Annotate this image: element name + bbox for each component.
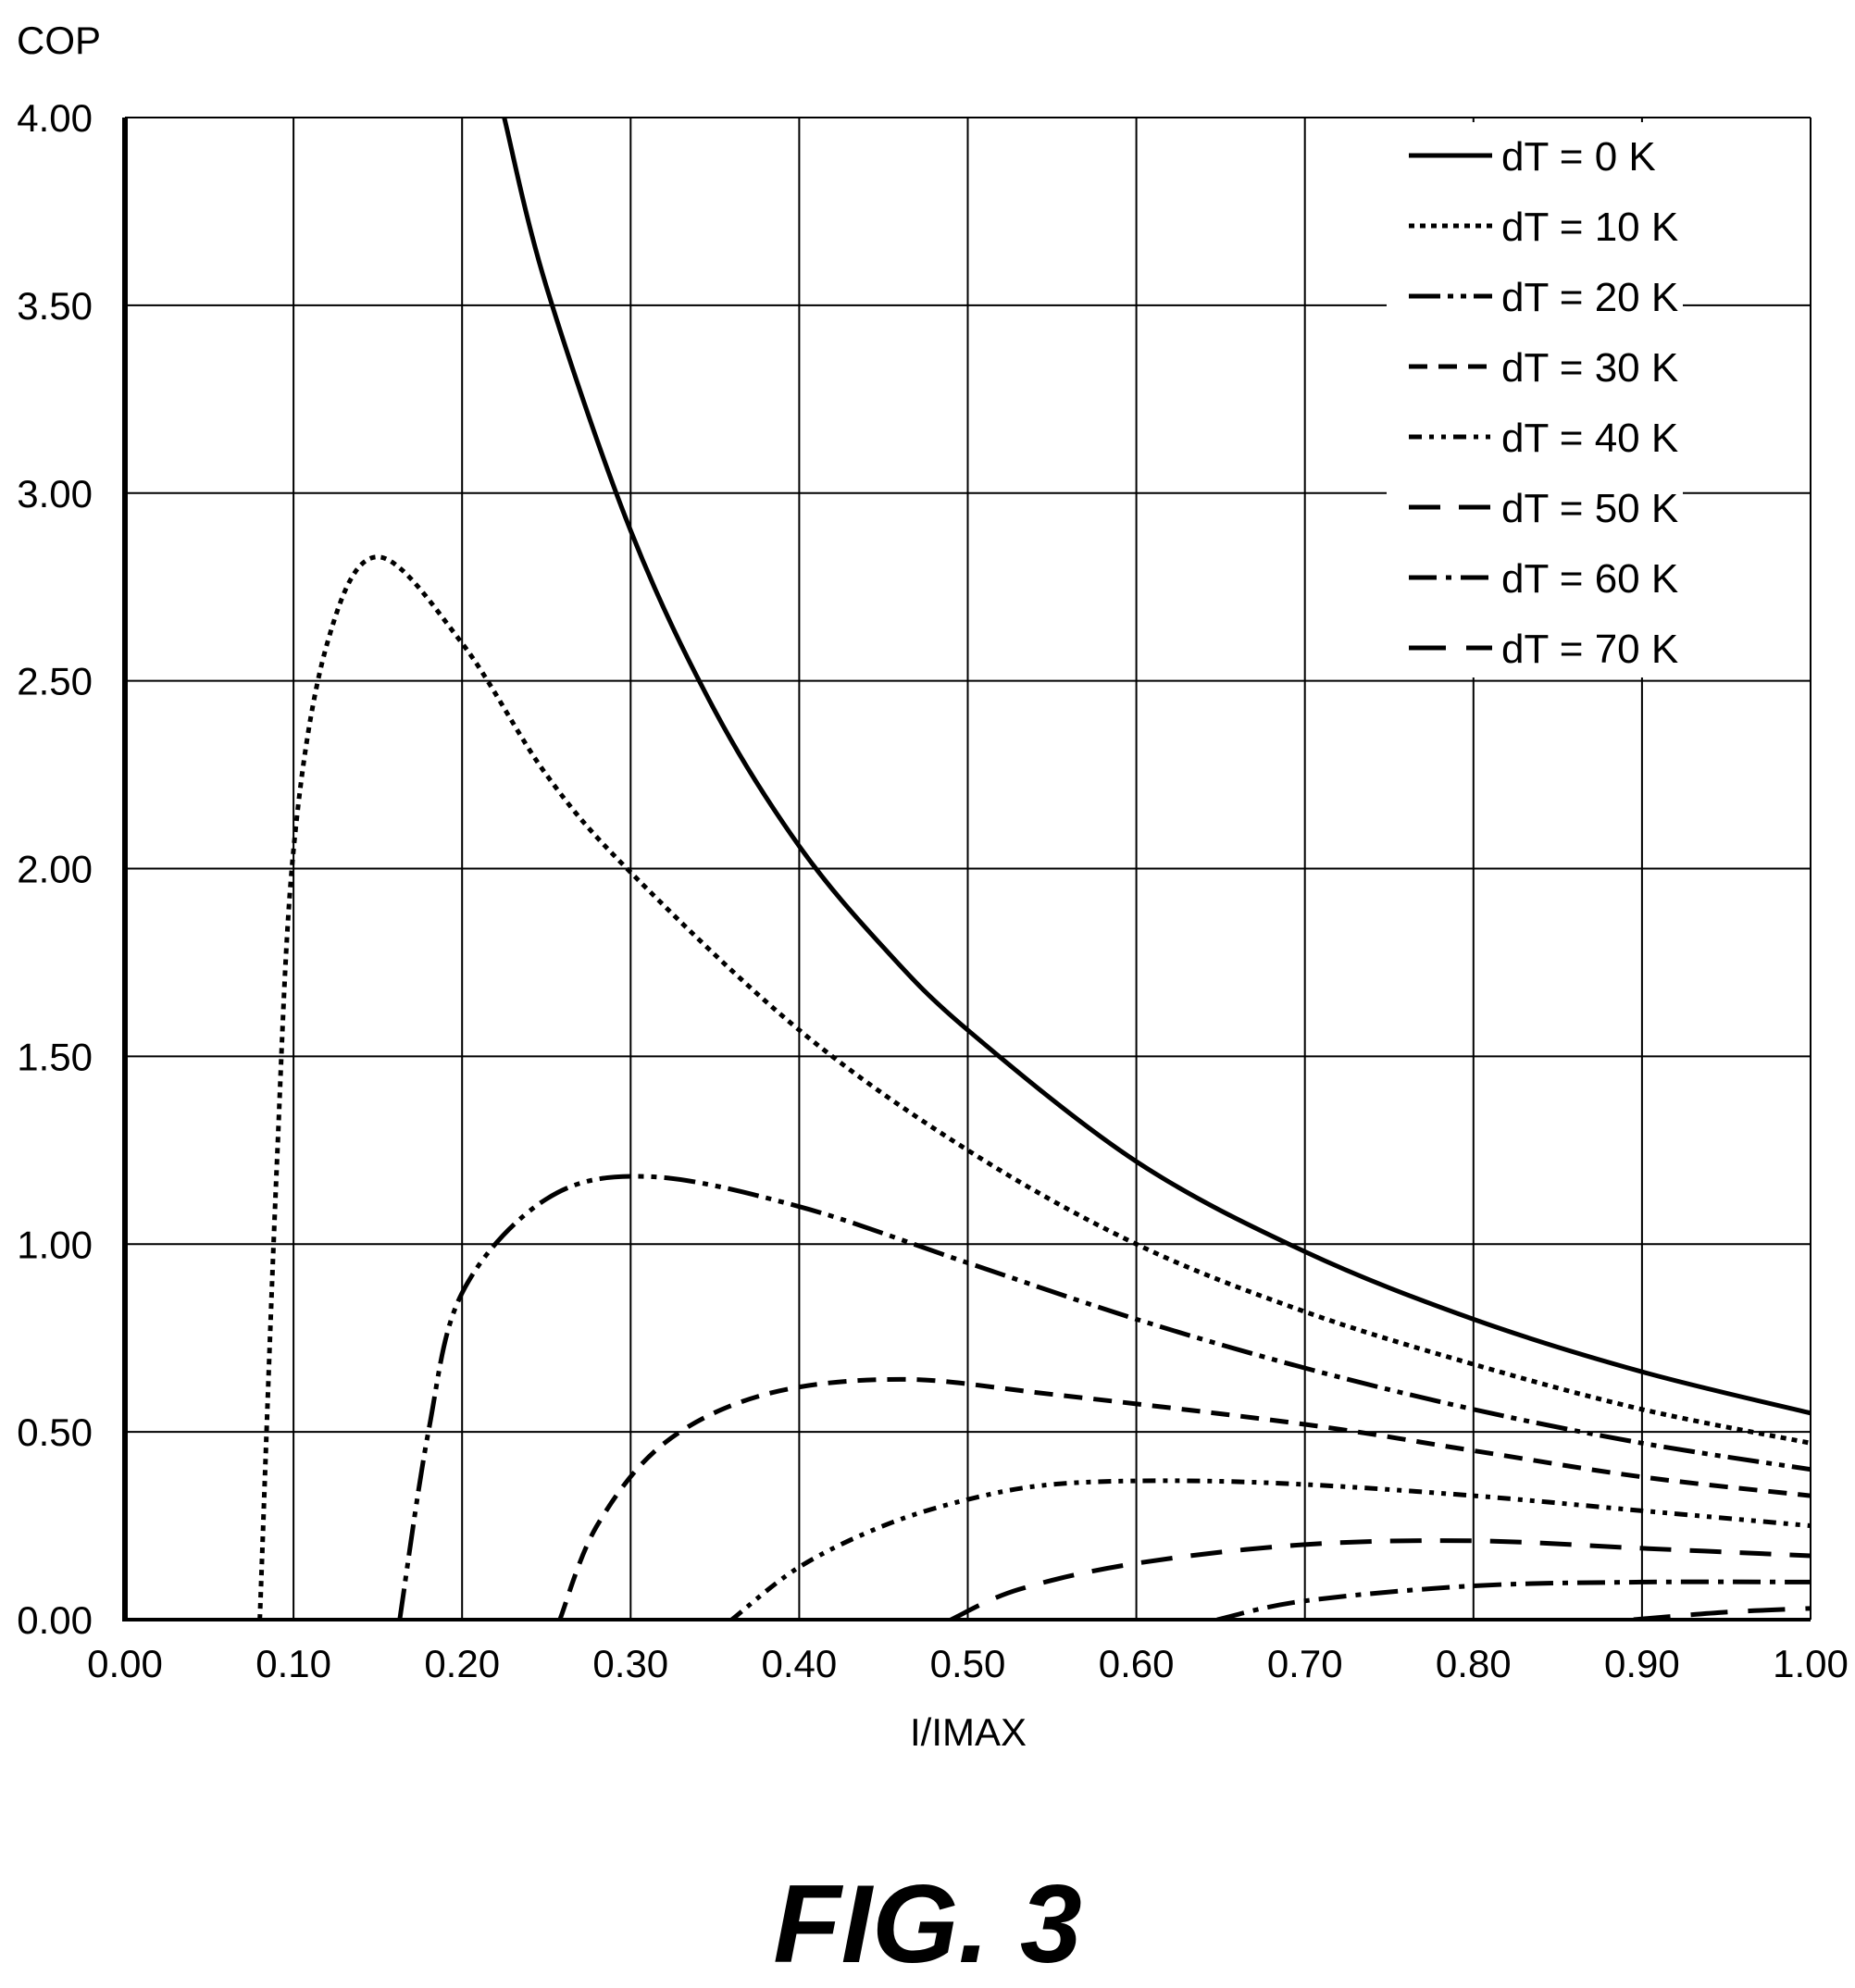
- series-line-dt-40-k: [730, 1478, 1811, 1620]
- legend-label: dT = 70 K: [1501, 627, 1678, 672]
- legend: dT = 0 K dT = 10 K dT = 20 K dT = 30 K dT = …: [1387, 122, 1683, 677]
- axes: [122, 118, 1811, 1621]
- x-tick-label: 0.00: [87, 1642, 163, 1685]
- series-line-dt-30-k: [557, 1376, 1811, 1620]
- y-tick-label: 0.00: [17, 1598, 93, 1642]
- figure-caption: FIG. 3: [773, 1862, 1082, 1986]
- y-tick-label: 2.00: [17, 848, 93, 891]
- legend-label: dT = 40 K: [1501, 416, 1678, 461]
- legend-label: dT = 60 K: [1501, 556, 1678, 602]
- y-axis-label: COP: [17, 19, 101, 62]
- legend-label: dT = 50 K: [1501, 486, 1678, 531]
- series-line-dt-20-k: [397, 1174, 1811, 1620]
- x-tick-label: 0.50: [930, 1642, 1006, 1685]
- x-tick-label: 1.00: [1773, 1642, 1849, 1685]
- x-tick-label: 0.30: [592, 1642, 668, 1685]
- legend-label: dT = 30 K: [1501, 345, 1678, 391]
- x-tick-label: 0.60: [1099, 1642, 1175, 1685]
- y-tick-label: 3.50: [17, 284, 93, 328]
- y-tick-label: 0.50: [17, 1410, 93, 1454]
- legend-label: dT = 10 K: [1501, 205, 1678, 250]
- legend-label: dT = 0 K: [1501, 134, 1656, 180]
- series-line-dt-60-k: [1216, 1579, 1811, 1620]
- y-tick-label: 2.50: [17, 660, 93, 703]
- y-tick-label: 1.00: [17, 1223, 93, 1266]
- y-tick-label: 1.50: [17, 1035, 93, 1078]
- x-tick-label: 0.80: [1436, 1642, 1512, 1685]
- legend-background: [1387, 122, 1683, 677]
- y-tick-label: 3.00: [17, 472, 93, 516]
- series-lines: [257, 118, 1811, 1620]
- x-tick-label: 0.10: [255, 1642, 331, 1685]
- series-line-dt-50-k: [950, 1538, 1811, 1620]
- x-tick-label: 0.20: [424, 1642, 500, 1685]
- tick-labels: 0.00 0.10 0.20 0.30 0.40 0.50 0.60 0.70 0.80 0.90…: [17, 96, 1849, 1685]
- x-tick-label: 0.40: [762, 1642, 838, 1685]
- x-axis-label: I/IMAX: [910, 1710, 1027, 1754]
- x-tick-label: 0.90: [1604, 1642, 1680, 1685]
- y-tick-label: 4.00: [17, 96, 93, 140]
- legend-label: dT = 20 K: [1501, 275, 1678, 320]
- x-tick-label: 0.70: [1267, 1642, 1343, 1685]
- series-line-dt-0-k: [502, 118, 1811, 1416]
